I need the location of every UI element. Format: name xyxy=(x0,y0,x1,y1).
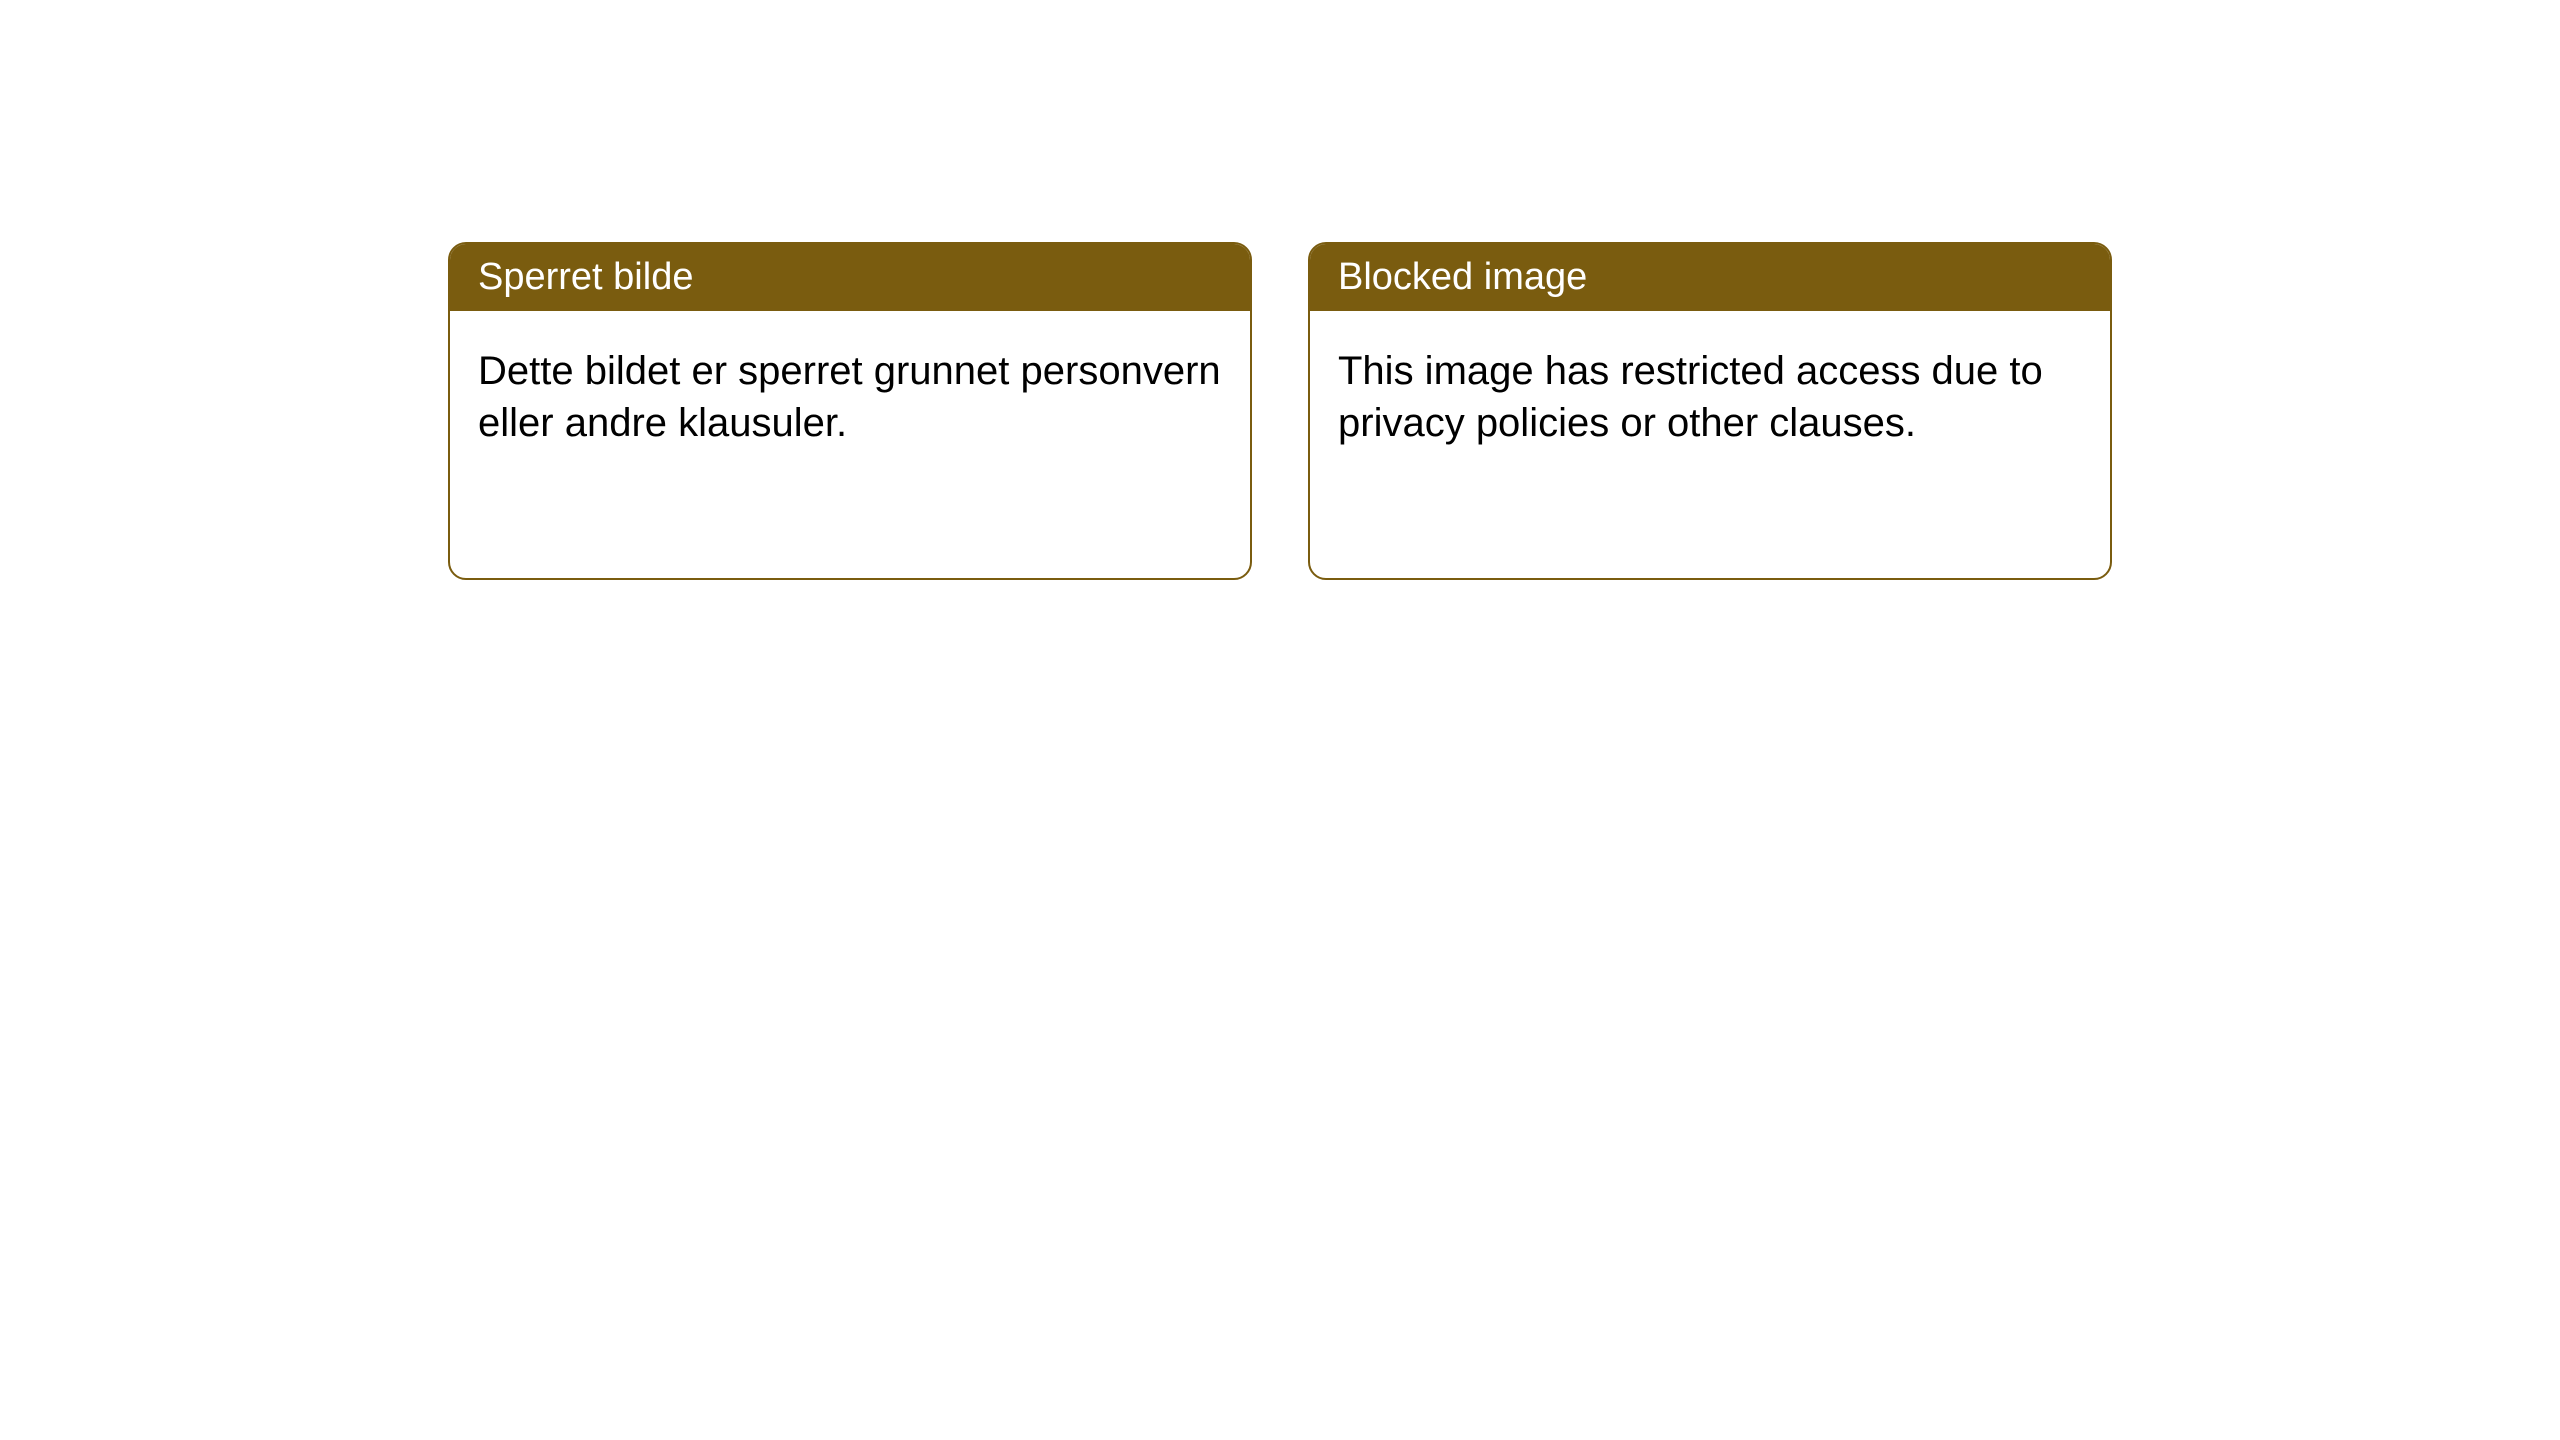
notice-body-english: This image has restricted access due to … xyxy=(1310,311,2110,483)
notice-header-norwegian: Sperret bilde xyxy=(450,244,1250,311)
notice-container: Sperret bilde Dette bildet er sperret gr… xyxy=(0,0,2560,580)
notice-box-norwegian: Sperret bilde Dette bildet er sperret gr… xyxy=(448,242,1252,580)
notice-text-english: This image has restricted access due to … xyxy=(1338,349,2043,445)
notice-text-norwegian: Dette bildet er sperret grunnet personve… xyxy=(478,349,1221,445)
notice-title-english: Blocked image xyxy=(1338,256,1587,298)
notice-body-norwegian: Dette bildet er sperret grunnet personve… xyxy=(450,311,1250,483)
notice-title-norwegian: Sperret bilde xyxy=(478,256,693,298)
notice-box-english: Blocked image This image has restricted … xyxy=(1308,242,2112,580)
notice-header-english: Blocked image xyxy=(1310,244,2110,311)
